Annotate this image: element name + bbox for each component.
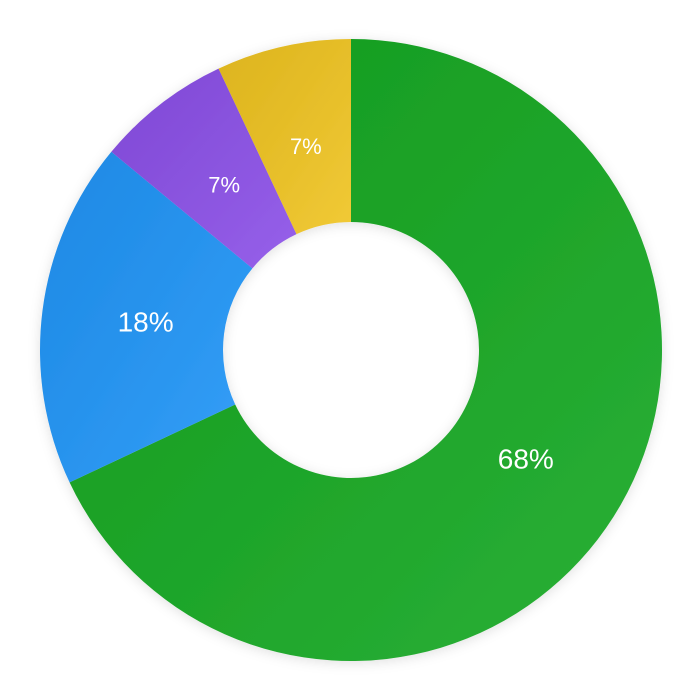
- slice-sheen: [111, 68, 297, 269]
- slice-sheen: [39, 151, 253, 483]
- donut: [39, 39, 663, 661]
- value-label: 7%: [208, 172, 240, 197]
- labels: 68% 18% 7% 7%: [118, 134, 554, 475]
- slice-sheen: [69, 39, 663, 661]
- slice-sheen: [218, 39, 351, 235]
- value-label: 68%: [498, 443, 554, 474]
- value-label: 18%: [118, 306, 174, 337]
- value-label: 7%: [290, 134, 322, 159]
